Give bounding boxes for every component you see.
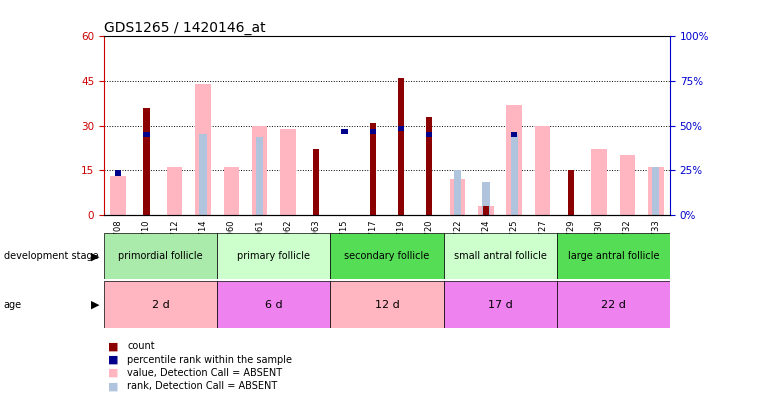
Text: 12 d: 12 d — [374, 300, 400, 310]
Bar — [217, 233, 330, 279]
Bar — [483, 206, 489, 215]
Bar — [196, 84, 211, 215]
Bar — [648, 167, 664, 215]
Text: large antral follicle: large antral follicle — [567, 251, 659, 261]
Bar — [280, 128, 296, 215]
Bar — [256, 137, 263, 215]
Bar — [370, 129, 376, 134]
Bar — [252, 126, 267, 215]
Bar — [478, 206, 494, 215]
Bar — [370, 123, 376, 215]
Text: 17 d: 17 d — [487, 300, 513, 310]
Bar — [427, 117, 433, 215]
Bar — [330, 281, 444, 328]
Bar — [199, 134, 206, 215]
Bar — [535, 126, 551, 215]
Bar — [110, 176, 126, 215]
Text: development stage: development stage — [4, 251, 99, 261]
Bar — [143, 132, 149, 137]
Bar — [104, 281, 217, 328]
Text: 2 d: 2 d — [152, 300, 169, 310]
Bar — [652, 167, 659, 215]
Bar — [557, 233, 670, 279]
Text: 22 d: 22 d — [601, 300, 626, 310]
Bar — [398, 78, 404, 215]
Text: age: age — [4, 300, 22, 310]
Text: 6 d: 6 d — [265, 300, 283, 310]
Bar — [450, 179, 465, 215]
Text: percentile rank within the sample: percentile rank within the sample — [127, 355, 292, 364]
Bar — [511, 134, 517, 215]
Bar — [341, 129, 347, 134]
Text: ■: ■ — [108, 341, 119, 351]
Text: ■: ■ — [108, 355, 119, 364]
Bar — [620, 155, 635, 215]
Bar — [223, 167, 239, 215]
Text: ▶: ▶ — [91, 251, 99, 261]
Bar — [427, 132, 433, 137]
Bar — [104, 233, 217, 279]
Text: rank, Detection Call = ABSENT: rank, Detection Call = ABSENT — [127, 382, 277, 391]
Text: primordial follicle: primordial follicle — [119, 251, 203, 261]
Bar — [217, 281, 330, 328]
Text: ▶: ▶ — [91, 300, 99, 310]
Bar — [507, 105, 522, 215]
Bar — [454, 170, 461, 215]
Bar — [330, 233, 444, 279]
Text: small antral follicle: small antral follicle — [454, 251, 547, 261]
Bar — [557, 281, 670, 328]
Bar — [591, 149, 607, 215]
Bar — [567, 170, 574, 215]
Text: count: count — [127, 341, 155, 351]
Bar — [313, 149, 320, 215]
Bar — [167, 167, 182, 215]
Text: ■: ■ — [108, 368, 119, 378]
Text: value, Detection Call = ABSENT: value, Detection Call = ABSENT — [127, 368, 282, 378]
Bar — [143, 108, 149, 215]
Text: primary follicle: primary follicle — [237, 251, 310, 261]
Bar — [398, 126, 404, 131]
Bar — [511, 132, 517, 137]
Bar — [444, 281, 557, 328]
Bar — [115, 171, 121, 176]
Text: secondary follicle: secondary follicle — [344, 251, 430, 261]
Bar — [444, 233, 557, 279]
Bar — [483, 182, 490, 215]
Text: GDS1265 / 1420146_at: GDS1265 / 1420146_at — [104, 21, 266, 35]
Text: ■: ■ — [108, 382, 119, 391]
